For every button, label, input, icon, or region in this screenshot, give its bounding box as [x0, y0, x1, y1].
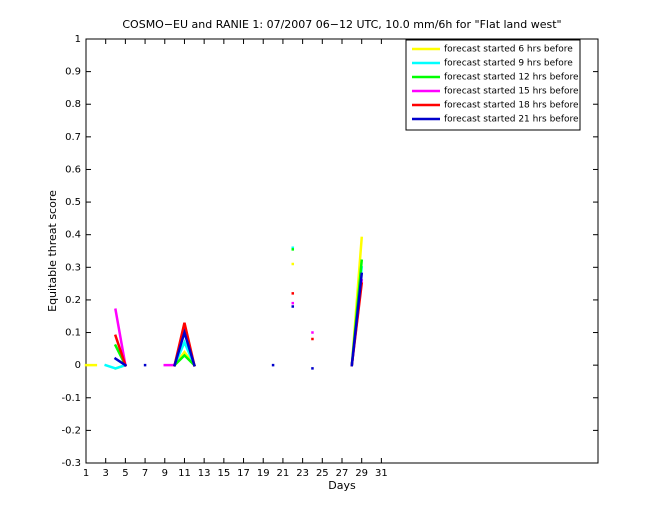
legend-label: forecast started 9 hrs before [444, 59, 573, 69]
x-tick-label: 27 [336, 468, 349, 479]
y-tick-label: 0.9 [65, 67, 81, 78]
x-tick-label: 15 [217, 468, 230, 479]
x-tick-label: 29 [355, 468, 368, 479]
x-tick-label: 31 [375, 468, 388, 479]
y-tick-label: 0.4 [65, 230, 81, 241]
y-tick-label: 0.1 [65, 328, 81, 339]
x-tick-label: 21 [277, 468, 290, 479]
x-tick-label: 9 [162, 468, 168, 479]
y-tick-label: 1 [75, 34, 81, 45]
x-axis-label: Days [328, 479, 356, 492]
series-line [104, 246, 364, 370]
y-tick-label: 0.8 [65, 99, 81, 110]
y-tick-label: -0.1 [61, 393, 81, 404]
x-tick-label: 11 [178, 468, 191, 479]
x-tick-label: 23 [296, 468, 309, 479]
y-tick-label: -0.2 [61, 425, 81, 436]
y-tick-label: 0.3 [65, 262, 81, 273]
x-tick-label: 7 [142, 468, 148, 479]
x-tick-label: 19 [257, 468, 270, 479]
y-tick-label: 0.5 [65, 197, 81, 208]
y-tick-label: 0.6 [65, 164, 81, 175]
y-tick-label: 0.2 [65, 295, 81, 306]
series-line [113, 282, 364, 367]
x-tick-label: 3 [103, 468, 109, 479]
x-tick-label: 13 [198, 468, 211, 479]
y-tick-label: 0 [75, 360, 81, 371]
legend-label: forecast started 18 hrs before [444, 101, 579, 111]
y-tick-label: 0.7 [65, 132, 81, 143]
x-tick-label: 25 [316, 468, 329, 479]
series-line [113, 248, 364, 367]
y-tick-label: -0.3 [61, 458, 81, 469]
x-tick-label: 5 [122, 468, 128, 479]
legend-label: forecast started 6 hrs before [444, 45, 573, 55]
chart-title: COSMO−EU and RANIE 1: 07/2007 06−12 UTC,… [122, 18, 561, 31]
legend-label: forecast started 15 hrs before [444, 87, 579, 97]
legend-label: forecast started 12 hrs before [444, 73, 579, 83]
y-axis-label: Equitable threat score [46, 190, 59, 312]
legend-box [405, 39, 581, 131]
x-tick-label: 17 [237, 468, 250, 479]
legend-label: forecast started 21 hrs before [444, 115, 579, 125]
x-tick-label: 1 [83, 468, 89, 479]
series-line [113, 272, 364, 370]
